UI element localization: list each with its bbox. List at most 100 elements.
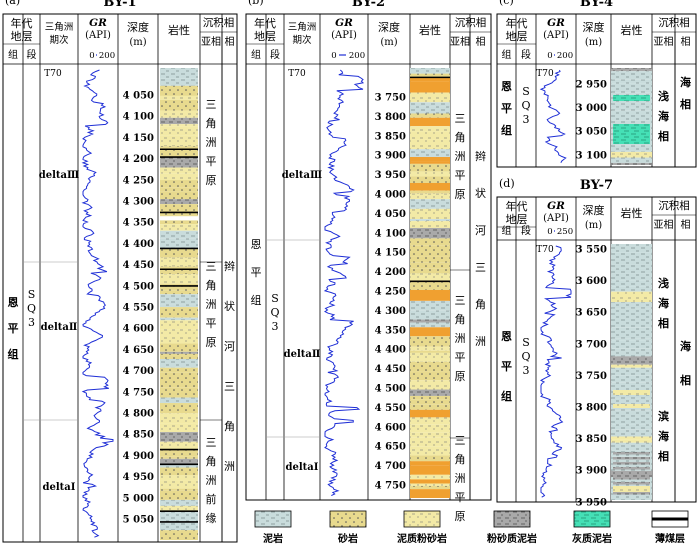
lith-bed [410, 139, 450, 150]
lith-bed [611, 162, 652, 165]
lith-bed [611, 273, 652, 281]
depth-label: 4 300 [123, 197, 154, 208]
lith-bed [611, 439, 652, 443]
lith-bed [611, 308, 652, 318]
lith-bed [410, 163, 450, 172]
header-depth: 深度 [378, 20, 400, 34]
lith-bed [160, 423, 198, 433]
lith-bed [160, 367, 198, 373]
lith-bed [410, 171, 450, 177]
t70-marker: T70 [536, 245, 554, 255]
lith-bed [160, 449, 198, 457]
panel-tag: (a) [5, 0, 20, 7]
header-depth: 深度 [583, 20, 605, 34]
lithology-legend: 泥岩 砂岩 泥质粉砂岩 粉砂质泥岩 灰质泥岩 薄煤层 [254, 510, 689, 545]
lith-bed [410, 432, 450, 438]
lith-bed [160, 274, 198, 284]
lith-bed [410, 371, 450, 381]
depth-label: 3 800 [375, 112, 406, 123]
lith-bed [611, 356, 652, 365]
legend-swatch-muddy-siltstone [403, 510, 441, 528]
lith-bed [410, 424, 450, 433]
header-gr-unit: (API) [85, 30, 111, 41]
depth-label: 4 500 [375, 384, 406, 395]
header-gr-max: 250 [557, 227, 573, 237]
lith-bed [611, 268, 652, 274]
depth-label: 4 650 [123, 345, 154, 356]
lith-bed [611, 364, 652, 368]
legend-label-coal: 薄煤层 [655, 532, 685, 545]
well-title: BY-2 [352, 0, 385, 10]
lith-bed [410, 273, 450, 282]
lith-bed [160, 269, 198, 275]
t70-marker: T70 [536, 69, 554, 79]
lith-bed [160, 167, 198, 174]
header-lithology: 岩性 [621, 206, 643, 220]
lith-bed [410, 256, 450, 263]
header-facies-col: 相 [681, 35, 691, 48]
lith-bed [160, 403, 198, 414]
depth-label: 4 600 [123, 324, 154, 335]
lith-bed [160, 126, 198, 136]
header-segment: 段 [521, 224, 531, 237]
lith-bed [160, 157, 198, 168]
lith-bed [613, 124, 650, 144]
header-segment: 段 [27, 48, 37, 61]
lith-bed [160, 85, 198, 96]
depth-label: 4 400 [123, 239, 154, 250]
lith-bed [410, 176, 450, 183]
lith-bed [160, 441, 198, 450]
header-subfacies: 亚相 [654, 218, 674, 231]
depth-label: 3 600 [576, 276, 607, 287]
lith-bed [410, 161, 450, 164]
lith-bed [160, 220, 198, 225]
legend-label-silty-mudstone: 粉砂质泥岩 [487, 532, 537, 545]
lith-bed [611, 286, 652, 292]
header-group: 组 [8, 48, 18, 61]
depth-label: 4 750 [123, 387, 154, 398]
legend-swatch-silty-mudstone [493, 510, 531, 528]
header-era: 年代地层 [506, 16, 528, 43]
lith-bed [613, 390, 650, 395]
lith-bed [410, 102, 450, 107]
header-gr-max: 200 [557, 51, 573, 61]
lith-bed [410, 489, 450, 498]
depth-label: 4 900 [123, 451, 154, 462]
lith-bed [611, 367, 652, 372]
depth-label: 3 000 [576, 103, 607, 114]
well-title: BY-4 [580, 0, 613, 10]
depth-label: 4 150 [123, 133, 154, 144]
lith-bed [410, 268, 450, 274]
lith-bed [410, 227, 450, 239]
legend-swatch-calcareous-mudstone [573, 510, 611, 528]
lith-bed [160, 187, 198, 192]
lith-bed [410, 395, 450, 400]
delta-phase-1: deltaⅠ [43, 482, 76, 493]
lith-bed [410, 117, 450, 127]
lith-bed [160, 283, 198, 286]
lith-bed [410, 77, 450, 82]
lith-bed [410, 262, 450, 269]
lith-bed [410, 81, 450, 93]
lith-bed [160, 307, 198, 318]
lith-bed [410, 199, 450, 209]
lith-bed [160, 456, 198, 459]
subfacies-label: 三角洲平原 [206, 98, 217, 187]
panel-tag: (c) [499, 0, 514, 7]
lith-bed [611, 68, 652, 72]
depth-label: 4 100 [123, 112, 154, 123]
lith-bed [611, 410, 652, 417]
header-depth: 深度 [127, 20, 149, 34]
lith-bed [160, 353, 198, 356]
lith-bed [410, 479, 450, 484]
subfacies-label: 滨海相 [658, 409, 669, 463]
t70-marker: T70 [288, 69, 306, 79]
lith-bed [611, 317, 652, 328]
header-segment: 段 [521, 48, 531, 61]
delta-phase-3: deltaⅢ [39, 170, 79, 181]
lith-bed [160, 78, 198, 86]
lith-bed [160, 230, 198, 239]
